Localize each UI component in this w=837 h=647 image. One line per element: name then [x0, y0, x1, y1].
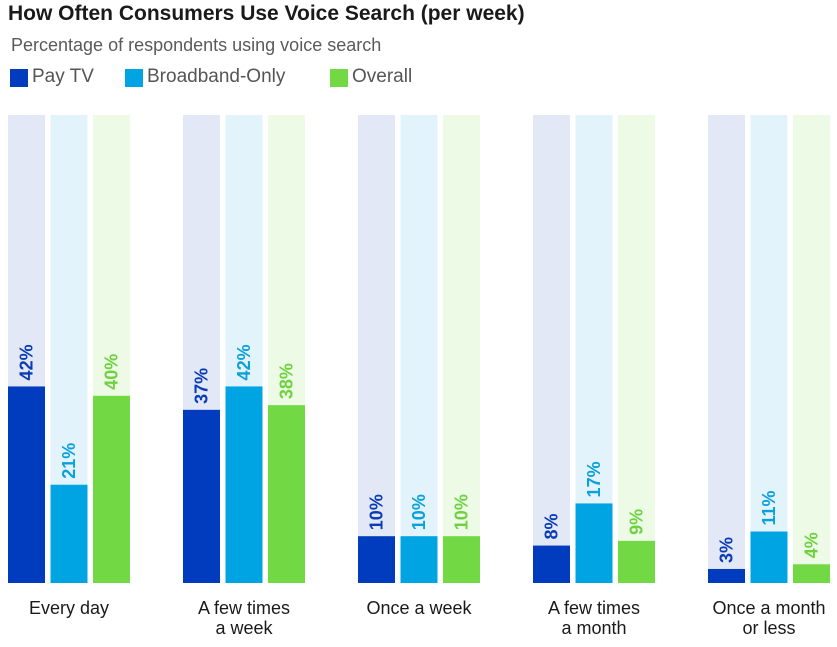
value-label-overall-once-a-month-or-less: 4% [802, 532, 822, 558]
bar-broadband-only-once-a-month-or-less [750, 531, 788, 583]
value-label-broadband-only-once-a-week: 10% [409, 494, 429, 530]
value-label-pay-tv-a-few-times-a-week: 37% [192, 368, 212, 404]
category-label-a-few-times-a-month: A few times a month [548, 598, 640, 638]
bar-pay-tv-once-a-month-or-less [708, 568, 745, 583]
bar-overall-a-few-times-a-week [268, 405, 305, 583]
legend-swatch-overall [330, 69, 348, 87]
bar-pay-tv-every-day [8, 386, 45, 583]
bar-broadband-only-every-day [50, 484, 88, 583]
value-label-pay-tv-once-a-week: 10% [367, 494, 387, 530]
bar-track-pay-tv-once-a-week [358, 115, 395, 583]
value-label-overall-once-a-week: 10% [452, 494, 472, 530]
bar-overall-every-day [93, 395, 130, 583]
bar-overall-once-a-week [443, 536, 480, 583]
bar-broadband-only-once-a-week [400, 536, 438, 583]
bar-track-overall-a-few-times-a-month [618, 115, 655, 583]
legend-label-pay-tv: Pay TV [32, 66, 94, 87]
chart-subtitle: Percentage of respondents using voice se… [11, 35, 382, 55]
value-label-broadband-only-a-few-times-a-week: 42% [234, 344, 254, 380]
value-label-pay-tv-every-day: 42% [17, 344, 37, 380]
legend-swatch-pay-tv [10, 69, 28, 87]
value-label-broadband-only-a-few-times-a-month: 17% [584, 461, 604, 497]
bar-broadband-only-a-few-times-a-week [225, 386, 263, 583]
bar-track-broadband-only-once-a-month-or-less [750, 115, 788, 583]
bar-broadband-only-a-few-times-a-month [575, 503, 613, 583]
bar-track-pay-tv-once-a-month-or-less [708, 115, 745, 583]
value-label-overall-every-day: 40% [102, 354, 122, 390]
bar-overall-once-a-month-or-less [793, 564, 830, 583]
bar-pay-tv-a-few-times-a-month [533, 545, 570, 583]
bar-pay-tv-a-few-times-a-week [183, 409, 220, 583]
category-label-a-few-times-a-week: A few times a week [198, 598, 290, 638]
value-label-overall-a-few-times-a-week: 38% [277, 363, 297, 399]
legend-label-broadband-only: Broadband-Only [147, 66, 286, 87]
category-label-once-a-month-or-less: Once a month or less [712, 598, 825, 638]
legend-label-overall: Overall [352, 66, 413, 87]
value-label-pay-tv-a-few-times-a-month: 8% [542, 514, 562, 540]
category-label-every-day: Every day [29, 598, 109, 618]
value-label-broadband-only-once-a-month-or-less: 11% [759, 490, 779, 525]
value-label-overall-a-few-times-a-month: 9% [627, 509, 647, 535]
bar-track-overall-once-a-month-or-less [793, 115, 830, 583]
chart-title: How Often Consumers Use Voice Search (pe… [8, 2, 525, 25]
legend-swatch-broadband-only [125, 69, 143, 87]
bar-track-overall-once-a-week [443, 115, 480, 583]
value-label-broadband-only-every-day: 21% [59, 443, 79, 479]
bar-track-broadband-only-once-a-week [400, 115, 438, 583]
bar-track-pay-tv-a-few-times-a-month [533, 115, 570, 583]
category-label-once-a-week: Once a week [366, 598, 472, 618]
bar-pay-tv-once-a-week [358, 536, 395, 583]
bar-overall-a-few-times-a-month [618, 540, 655, 583]
value-label-pay-tv-once-a-month-or-less: 3% [717, 537, 737, 563]
